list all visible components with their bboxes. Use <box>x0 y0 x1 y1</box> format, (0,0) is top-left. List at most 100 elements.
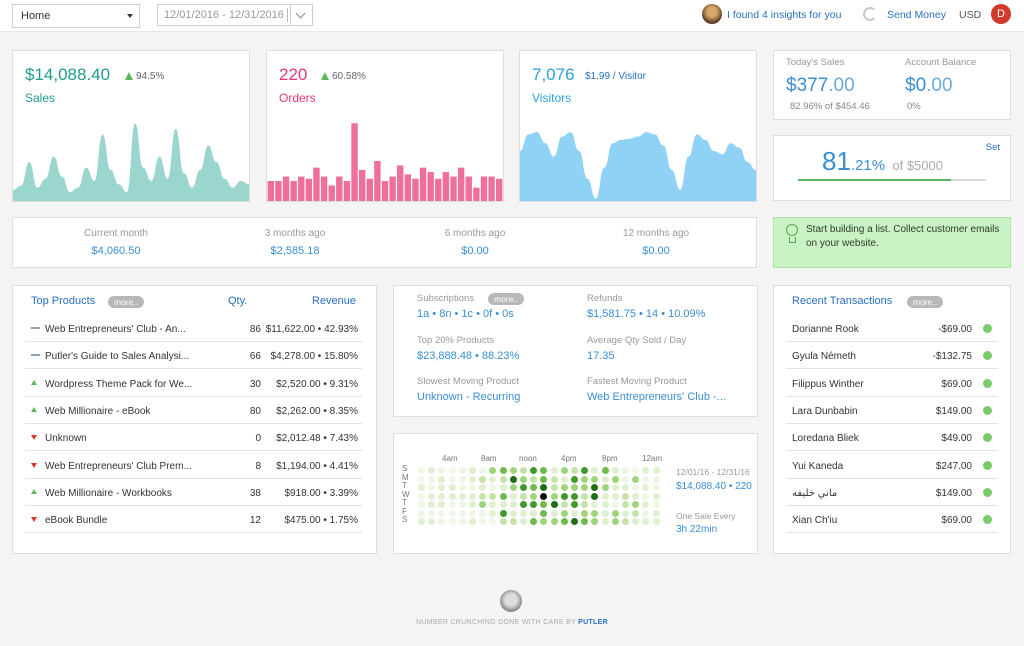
transaction-row[interactable]: Loredana Bliek $49.00 <box>786 424 998 452</box>
trend-flat-icon <box>31 327 40 329</box>
heatmap-cell <box>540 518 548 525</box>
product-name[interactable]: Unknown <box>45 433 87 445</box>
customer-name[interactable]: Filippus Winther <box>792 378 864 390</box>
view-select[interactable]: Home <box>12 4 140 28</box>
arrow-up-icon <box>321 72 329 80</box>
chart-bar <box>427 172 434 201</box>
product-name[interactable]: Wordpress Theme Pack for We... <box>45 378 193 390</box>
transaction-row[interactable]: Xian Ch'iu $69.00 <box>786 506 998 534</box>
customer-name[interactable]: Loredana Bliek <box>792 433 859 445</box>
product-name[interactable]: Web Millionaire - Workbooks <box>45 487 172 499</box>
customer-name[interactable]: Lara Dunbabin <box>792 405 858 417</box>
heatmap-cell <box>591 467 599 474</box>
revenue-header[interactable]: Revenue <box>312 295 357 307</box>
heatmap-cell <box>632 475 640 483</box>
heatmap-cell <box>458 484 466 491</box>
heatmap-cell <box>479 501 487 508</box>
chart-bar <box>397 165 404 201</box>
goal-set-link[interactable]: Set <box>985 142 1000 153</box>
heatmap-day-label: F <box>402 506 407 516</box>
heatmap-cell <box>530 492 538 500</box>
table-row[interactable]: Web Entrepreneurs' Club - An... 86 $11,622… <box>25 315 362 342</box>
qty-header[interactable]: Qty. <box>228 295 248 307</box>
assistant-avatar[interactable] <box>702 4 722 24</box>
product-qty: 0 <box>255 433 261 445</box>
orders-card[interactable]: 220 60.58% Orders <box>266 50 504 202</box>
product-name[interactable]: eBook Bundle <box>45 515 108 527</box>
heatmap-cell <box>642 484 650 491</box>
heatmap-cell <box>622 501 629 508</box>
heatmap-cell <box>560 475 568 483</box>
chart-bar <box>480 176 488 201</box>
customer-name[interactable]: Dorianne Rook <box>792 324 859 335</box>
slowest-product-value[interactable]: Unknown - Recurring <box>417 391 521 403</box>
chart-bar <box>290 181 297 201</box>
send-money-link[interactable]: Send Money <box>887 9 946 21</box>
user-avatar[interactable]: D <box>991 4 1011 24</box>
heatmap-cell <box>632 484 640 491</box>
transaction-row[interactable]: ماني خليفه $149.00 <box>786 479 998 506</box>
more-button[interactable]: more.. <box>488 293 525 305</box>
tip-banner[interactable]: Start building a list. Collect customer … <box>773 217 1011 268</box>
product-name[interactable]: Putler's Guide to Sales Analysi... <box>45 351 190 363</box>
table-row[interactable]: Web Millionaire - Workbooks 38 $918.00 • 3… <box>25 479 362 506</box>
more-button[interactable]: more.. <box>907 296 944 308</box>
table-row[interactable]: Putler's Guide to Sales Analysi... 66 $4,2… <box>25 342 362 370</box>
customer-name[interactable]: Gyula Németh <box>792 351 856 363</box>
customer-name[interactable]: Xian Ch'iu <box>792 515 838 527</box>
transaction-amount: $247.00 <box>935 460 972 472</box>
heatmap-cell <box>652 475 660 483</box>
table-row[interactable]: Wordpress Theme Pack for We... 30 $2,520.0… <box>25 370 362 397</box>
product-qty: 12 <box>249 515 261 527</box>
table-row[interactable]: Web Millionaire - eBook 80 $2,262.00 • 8.3… <box>25 397 362 424</box>
insights-link[interactable]: I found 4 insights for you <box>727 9 842 21</box>
heatmap-cell <box>652 501 660 508</box>
more-button[interactable]: more.. <box>108 296 145 308</box>
product-revenue: $475.00 • 1.75% <box>284 515 358 527</box>
heatmap-cell <box>509 484 517 491</box>
date-range-picker[interactable]: 12/01/2016 - 12/31/2016 <box>157 4 313 26</box>
customer-name[interactable]: Yui Kaneda <box>792 460 844 472</box>
fastest-product-value[interactable]: Web Entrepreneurs' Club -... <box>587 391 726 403</box>
heatmap-cell <box>479 467 487 474</box>
heatmap-cell <box>469 475 476 483</box>
table-row[interactable]: Web Entrepreneurs' Club Prem... 8 $1,194.0… <box>25 452 362 479</box>
sales-card[interactable]: $14,088.40 94.5% Sales <box>12 50 250 202</box>
heatmap-hour-label: 4pm <box>561 454 577 463</box>
heatmap-cell <box>418 518 425 525</box>
transaction-amount: -$69.00 <box>938 324 972 335</box>
history-6-months: 6 months ago $0.00 <box>444 228 506 257</box>
heatmap-cell <box>581 518 589 525</box>
heatmap-cell <box>458 509 466 517</box>
transaction-row[interactable]: Yui Kaneda $247.00 <box>786 452 998 479</box>
transaction-row[interactable]: Gyula Németh -$132.75 <box>786 342 998 370</box>
table-row[interactable]: Unknown 0 $2,012.48 • 7.43% <box>25 424 362 452</box>
visitors-card[interactable]: 7,076 $1.99 / Visitor Visitors <box>519 50 757 202</box>
refunds-value[interactable]: $1,581.75 • 14 • 10.09% <box>587 308 706 320</box>
product-name[interactable]: Web Millionaire - eBook <box>45 405 151 417</box>
heatmap-hour-label: noon <box>519 454 537 463</box>
chevron-down-icon <box>127 14 133 18</box>
chart-bar <box>282 176 290 201</box>
top20-value[interactable]: $23,888.48 • 88.23% <box>417 350 520 362</box>
refresh-icon[interactable] <box>863 7 877 21</box>
table-row[interactable]: eBook Bundle 12 $475.00 • 1.75% <box>25 506 362 534</box>
orders-change: 60.58% <box>321 71 366 82</box>
transaction-row[interactable]: Filippus Winther $69.00 <box>786 370 998 397</box>
chart-bar <box>442 172 450 201</box>
product-qty: 38 <box>249 487 261 499</box>
heatmap-cell <box>509 518 517 525</box>
currency-selector[interactable]: USD <box>959 9 982 21</box>
chevron-down-icon[interactable] <box>290 5 312 25</box>
heatmap-cell <box>560 501 568 508</box>
product-name[interactable]: Web Entrepreneurs' Club Prem... <box>45 460 192 472</box>
customer-name[interactable]: ماني خليفه <box>792 487 838 499</box>
product-name[interactable]: Web Entrepreneurs' Club - An... <box>45 324 186 335</box>
subscriptions-value[interactable]: 1a • 8n • 1c • 0f • 0s <box>417 308 514 320</box>
heatmap-cell <box>499 518 507 525</box>
transaction-row[interactable]: Dorianne Rook -$69.00 <box>786 315 998 342</box>
recent-transactions-title[interactable]: Recent Transactions <box>792 295 893 307</box>
top-products-title[interactable]: Top Products <box>31 295 96 307</box>
transaction-row[interactable]: Lara Dunbabin $149.00 <box>786 397 998 424</box>
